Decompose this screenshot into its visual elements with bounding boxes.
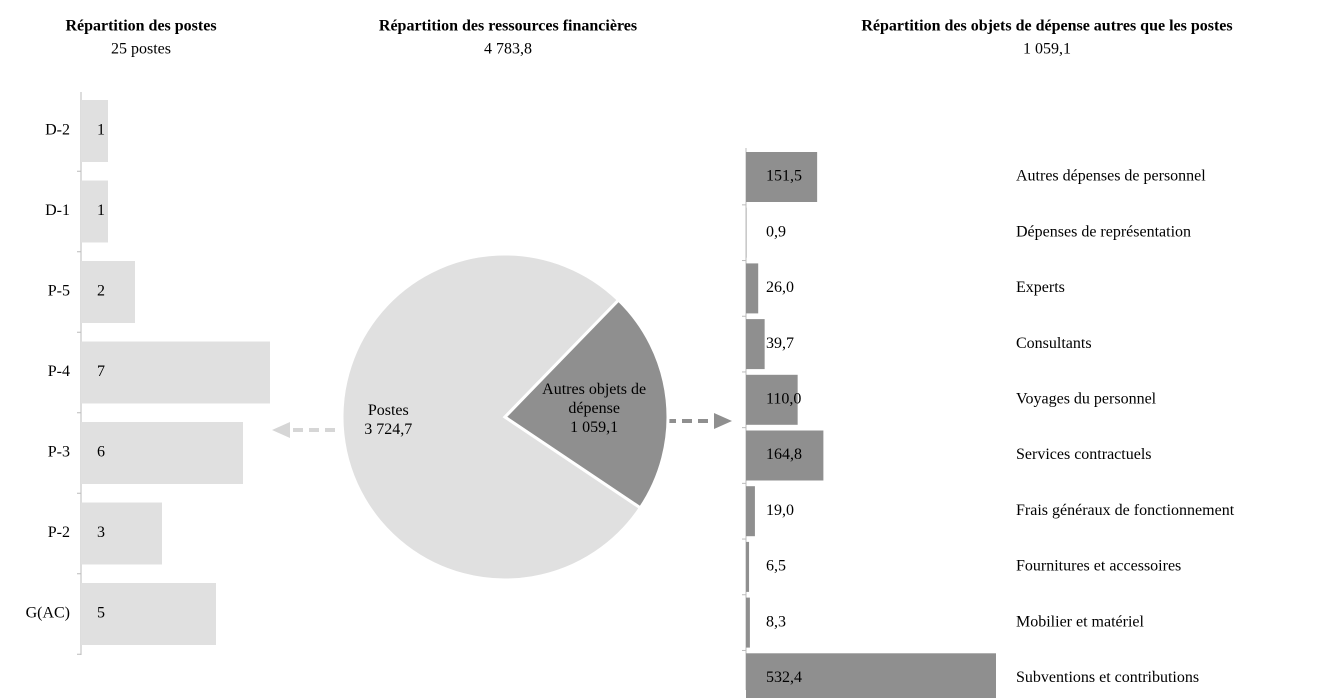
bar bbox=[746, 374, 798, 425]
category-label: P-2 bbox=[48, 524, 70, 541]
chart-title: Répartition des ressources financières bbox=[379, 18, 637, 35]
data-label: 39,7 bbox=[766, 335, 794, 352]
category-label: D-1 bbox=[45, 202, 70, 219]
bar bbox=[746, 653, 996, 698]
category-label: Consultants bbox=[1016, 335, 1092, 352]
data-label: 1 bbox=[97, 122, 105, 139]
category-label: P-3 bbox=[48, 444, 70, 461]
category-label: Fournitures et accessoires bbox=[1016, 558, 1181, 575]
category-label: Experts bbox=[1016, 279, 1065, 296]
data-label: 6 bbox=[97, 444, 105, 461]
chart-subtitle: 4 783,8 bbox=[484, 41, 532, 58]
data-label: 0,9 bbox=[766, 223, 786, 240]
chart-subtitle: 1 059,1 bbox=[1023, 41, 1071, 58]
data-label: 2 bbox=[97, 283, 105, 300]
bar bbox=[81, 583, 216, 645]
data-label: 3 bbox=[97, 524, 105, 541]
pie-slice bbox=[340, 252, 643, 582]
category-label: Subventions et contributions bbox=[1016, 669, 1199, 686]
pie-slice bbox=[502, 297, 670, 510]
pie-category: Autres objets de dépense bbox=[542, 380, 647, 417]
category-label: Frais généraux de fonctionnement bbox=[1016, 502, 1235, 519]
bar bbox=[81, 502, 162, 565]
chart-title: Répartition des objets de dépense autres… bbox=[861, 18, 1232, 35]
bar bbox=[81, 422, 243, 484]
bar bbox=[81, 180, 108, 243]
chart-title: Répartition des postes bbox=[65, 18, 216, 35]
pie-label: Autres objets de dépense 1 059,1 bbox=[539, 380, 649, 437]
pie-label: Postes 3 724,7 bbox=[333, 401, 443, 439]
category-label: P-5 bbox=[48, 283, 70, 300]
chart-subtitle: 25 postes bbox=[111, 41, 171, 58]
bar bbox=[81, 100, 108, 162]
pie-value: 1 059,1 bbox=[570, 418, 619, 436]
bar bbox=[746, 541, 750, 592]
bar bbox=[746, 152, 818, 202]
bar bbox=[746, 263, 759, 314]
bar bbox=[746, 430, 824, 481]
data-label: 532,4 bbox=[766, 669, 802, 686]
category-label: Voyages du personnel bbox=[1016, 390, 1157, 407]
data-label: 8,3 bbox=[766, 613, 786, 630]
bar bbox=[81, 261, 135, 323]
bar bbox=[81, 341, 270, 404]
category-label: P-4 bbox=[48, 363, 70, 380]
pie-category: Postes bbox=[367, 402, 409, 420]
category-label: Services contractuels bbox=[1016, 446, 1152, 463]
bar bbox=[746, 486, 755, 537]
data-label: 1 bbox=[97, 202, 105, 219]
category-label: Autres dépenses de personnel bbox=[1016, 168, 1206, 185]
data-label: 6,5 bbox=[766, 558, 786, 575]
category-label: Mobilier et matériel bbox=[1016, 613, 1145, 630]
arrow-head bbox=[272, 422, 290, 438]
category-label: D-2 bbox=[45, 122, 70, 139]
data-label: 26,0 bbox=[766, 279, 794, 296]
data-label: 110,0 bbox=[766, 390, 801, 407]
data-label: 19,0 bbox=[766, 502, 794, 519]
data-label: 164,8 bbox=[766, 446, 802, 463]
bar bbox=[746, 319, 765, 370]
data-label: 5 bbox=[97, 605, 105, 622]
bar bbox=[746, 597, 750, 648]
pie-value: 3 724,7 bbox=[364, 421, 413, 439]
category-label: Dépenses de représentation bbox=[1016, 223, 1191, 240]
arrow-head bbox=[714, 413, 732, 429]
data-label: 151,5 bbox=[766, 168, 802, 185]
category-label: G(AC) bbox=[26, 605, 70, 622]
data-label: 7 bbox=[97, 363, 105, 380]
